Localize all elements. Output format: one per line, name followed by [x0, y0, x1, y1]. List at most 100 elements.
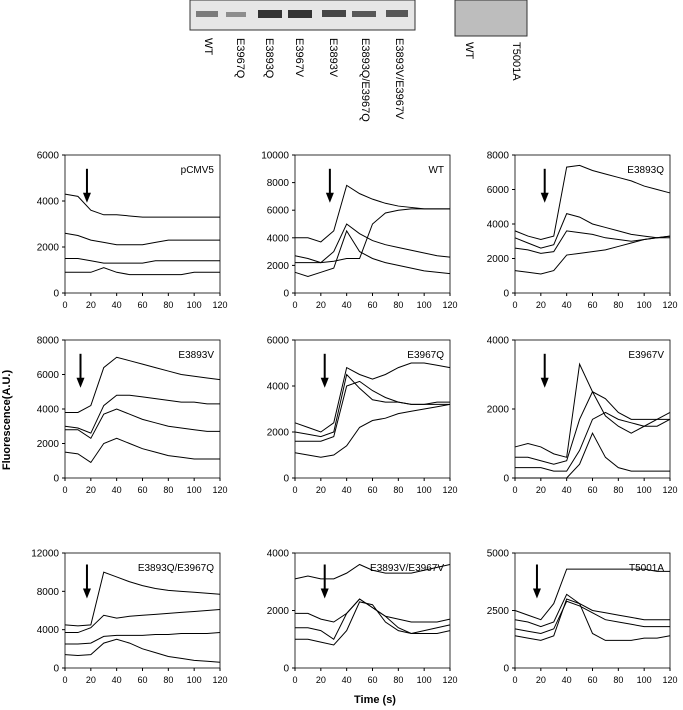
panel-label: pCMV5 [181, 165, 215, 176]
trace [295, 380, 450, 442]
trace [514, 235, 671, 275]
x-tick-label: 0 [62, 485, 67, 495]
x-tick-label: 20 [86, 675, 96, 685]
trace [65, 609, 221, 634]
y-tick-label: 4000 [267, 549, 290, 560]
trace [514, 213, 670, 249]
x-tick-label: 40 [342, 485, 352, 495]
y-tick-label: 12000 [31, 549, 59, 560]
lane-label: T5001A [510, 42, 522, 81]
trace [294, 229, 451, 277]
trace [294, 403, 451, 458]
x-tick-label: 100 [187, 675, 202, 685]
panel-label: WT [428, 165, 444, 176]
y-tick-label: 10000 [261, 151, 289, 162]
x-tick-label: 80 [393, 675, 403, 685]
trace [64, 193, 220, 218]
panel-label: E3893V [178, 350, 214, 361]
blot-bands [196, 10, 408, 18]
x-tick-label: 100 [417, 485, 432, 495]
y-tick-label: 8000 [267, 178, 290, 189]
x-tick-label: 100 [417, 675, 432, 685]
trace [64, 571, 221, 627]
x-tick-label: 80 [163, 675, 173, 685]
x-tick-label: 80 [393, 485, 403, 495]
trace [294, 362, 451, 433]
trace [64, 437, 220, 464]
y-tick-label: 4000 [37, 405, 60, 416]
x-tick-label: 80 [163, 485, 173, 495]
y-tick-label: 6000 [267, 336, 290, 347]
trace [514, 600, 670, 635]
trace [515, 391, 670, 465]
x-tick-label: 120 [212, 300, 227, 310]
x-axis-label: Time (s) [354, 694, 396, 706]
trace [514, 230, 671, 254]
x-tick-label: 40 [112, 675, 122, 685]
y-tick-label: 0 [503, 289, 509, 300]
x-tick-label: 0 [62, 675, 67, 685]
x-tick-label: 120 [442, 485, 457, 495]
x-tick-label: 120 [662, 485, 677, 495]
arrow-head [320, 377, 329, 388]
arrow-head [325, 192, 334, 203]
lane-label: E3967Q [234, 38, 246, 79]
x-tick-label: 0 [292, 485, 297, 495]
y-tick-label: 0 [283, 474, 289, 485]
trace [295, 208, 450, 264]
y-axis-label: Fluorescence(A.U.) [1, 370, 13, 471]
y-tick-label: 8000 [37, 336, 60, 347]
lane-label: WT [202, 38, 214, 55]
x-tick-label: 120 [662, 300, 677, 310]
x-tick-label: 60 [367, 675, 377, 685]
arrow-head [320, 588, 329, 599]
panel-label: E3967V [628, 350, 664, 361]
x-tick-label: 120 [212, 675, 227, 685]
trace [294, 223, 451, 264]
x-tick-label: 80 [613, 485, 623, 495]
x-tick-label: 60 [367, 300, 377, 310]
x-tick-label: 120 [442, 675, 457, 685]
x-tick-label: 120 [662, 675, 677, 685]
trace [295, 184, 450, 243]
x-tick-label: 40 [112, 300, 122, 310]
x-tick-label: 60 [587, 485, 597, 495]
y-tick-label: 2000 [487, 254, 510, 265]
panel-label: E3893Q/E3967Q [138, 563, 214, 574]
y-tick-label: 0 [283, 664, 289, 675]
trace [295, 598, 451, 623]
y-tick-label: 4000 [267, 233, 290, 244]
x-tick-label: 20 [86, 485, 96, 495]
y-tick-label: 4000 [37, 197, 60, 208]
arrow-head [540, 377, 549, 388]
x-tick-label: 0 [292, 300, 297, 310]
x-tick-label: 20 [316, 300, 326, 310]
x-tick-label: 0 [512, 675, 517, 685]
x-tick-label: 80 [613, 675, 623, 685]
x-tick-label: 40 [342, 300, 352, 310]
trace [515, 411, 671, 472]
lane-label: E3893V [327, 38, 339, 78]
y-tick-label: 6000 [37, 370, 60, 381]
trace [295, 598, 451, 640]
lane-label: E3967V [293, 38, 305, 78]
x-tick-label: 60 [367, 485, 377, 495]
y-tick-label: 2000 [267, 261, 290, 272]
x-tick-label: 20 [536, 675, 546, 685]
arrow-head [82, 588, 91, 599]
y-tick-label: 0 [503, 474, 509, 485]
trace [64, 638, 221, 663]
trace [514, 164, 671, 241]
trace [64, 394, 220, 434]
y-tick-label: 4000 [267, 382, 290, 393]
x-tick-label: 20 [536, 300, 546, 310]
arrow-head [76, 377, 85, 388]
y-tick-label: 0 [53, 289, 59, 300]
y-tick-label: 2000 [267, 428, 290, 439]
y-tick-label: 2000 [487, 405, 510, 416]
x-tick-label: 60 [587, 675, 597, 685]
x-tick-label: 60 [137, 485, 147, 495]
trace [295, 601, 451, 646]
lane-label: E3893Q/E3967Q [359, 38, 371, 122]
x-tick-label: 120 [442, 300, 457, 310]
